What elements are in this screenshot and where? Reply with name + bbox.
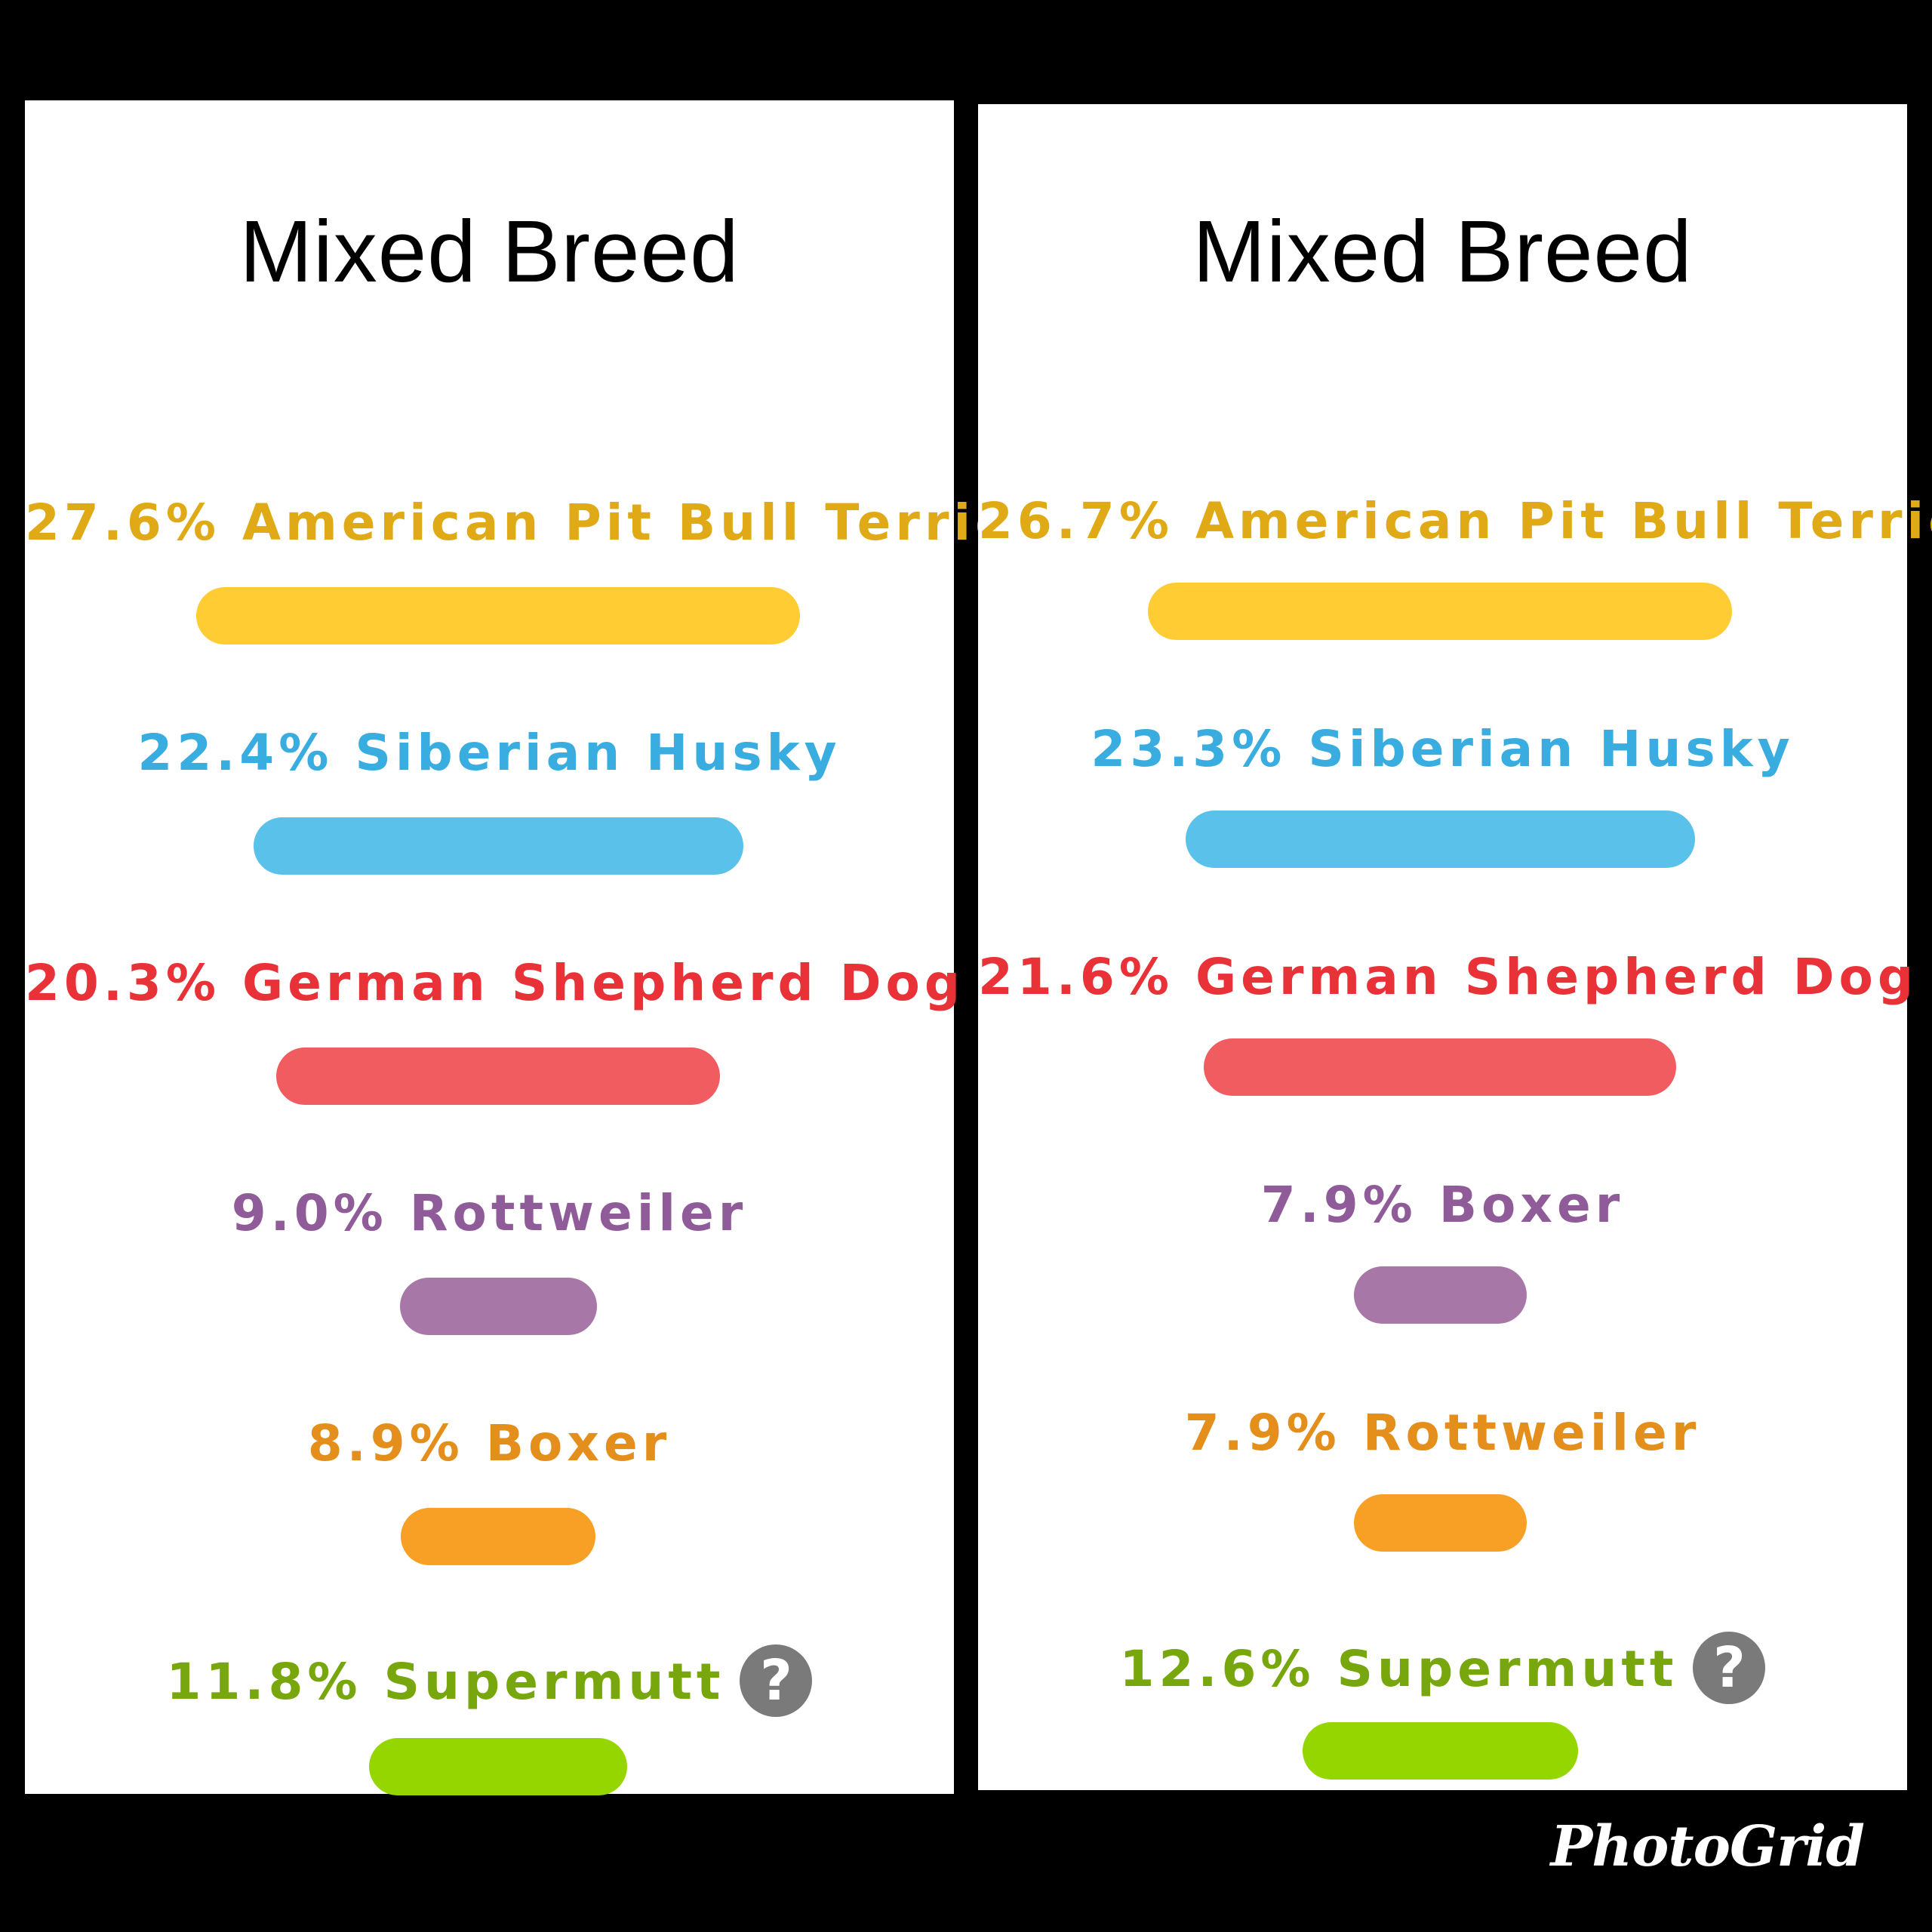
breed-label: 7.9% Rottweiler (978, 1408, 1907, 1458)
breed-label: 21.6% German Shepherd Dog (978, 952, 1913, 1002)
breed-label: 20.3% German Shepherd Dog (25, 958, 960, 1008)
breed-bar (1353, 1494, 1527, 1552)
breed-label-text: 26.7% American Pit Bull Terrier (978, 492, 1932, 550)
panel-title: Mixed Breed (1192, 202, 1693, 300)
breed-label-text: 23.3% Siberian Husky (1091, 720, 1795, 778)
breed-label-text: 8.9% Boxer (307, 1414, 672, 1472)
breed-label: 22.4% Siberian Husky (25, 728, 954, 778)
breed-bar (276, 1048, 720, 1105)
breed-label-text: 21.6% German Shepherd Dog (978, 948, 1918, 1006)
breed-bar (253, 817, 743, 875)
breed-bar (1353, 1266, 1527, 1324)
breed-bar (1204, 1038, 1676, 1096)
question-mark-icon[interactable]: ? (740, 1644, 813, 1717)
breed-bar (1148, 583, 1732, 640)
breed-label: 23.3% Siberian Husky (978, 724, 1907, 774)
breed-label-text: 7.9% Rottweiler (1184, 1404, 1701, 1462)
breed-label: 8.9% Boxer (25, 1419, 954, 1469)
breed-label: 7.9% Boxer (978, 1180, 1907, 1230)
question-mark-icon[interactable]: ? (1693, 1632, 1766, 1704)
breed-bar (1302, 1722, 1578, 1780)
breed-label-text: 7.9% Boxer (1260, 1176, 1625, 1234)
breed-label: 11.8% Supermutt? (25, 1644, 954, 1721)
breed-label-text: 9.0% Rottweiler (231, 1184, 748, 1242)
breed-bar (1185, 811, 1695, 868)
breed-label-text: 20.3% German Shepherd Dog (25, 954, 965, 1012)
breed-panel-left: Mixed Breed 27.6% American Pit Bull Terr… (25, 100, 1038, 1795)
breed-label-text: 22.4% Siberian Husky (137, 724, 841, 782)
breed-label: 26.7% American Pit Bull Terrier (978, 497, 1932, 546)
breed-bar (401, 1508, 595, 1565)
breed-label: 9.0% Rottweiler (25, 1189, 954, 1238)
panel-title: Mixed Breed (239, 202, 740, 300)
breed-panel-right: Mixed Breed 26.7% American Pit Bull Terr… (978, 104, 1932, 1790)
breed-bar (399, 1278, 597, 1335)
breed-bar (196, 587, 800, 645)
breed-bar (369, 1738, 627, 1795)
breed-label-text: 27.6% American Pit Bull Terrier (25, 494, 1043, 552)
breed-label-text: 12.6% Supermutt (1119, 1640, 1678, 1699)
breed-label-text: 11.8% Supermutt (166, 1653, 725, 1712)
photogrid-watermark: PhotoGrid (1550, 1814, 1865, 1879)
breed-label: 27.6% American Pit Bull Terrier (25, 498, 1038, 548)
breed-label: 12.6% Supermutt? (978, 1632, 1907, 1709)
